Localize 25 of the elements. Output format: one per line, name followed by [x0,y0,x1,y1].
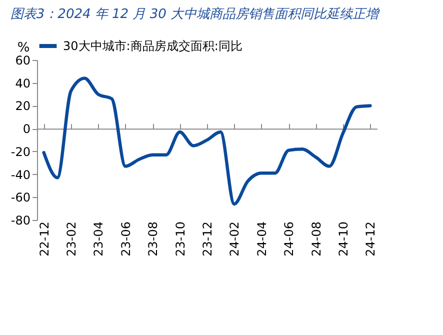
x-tick-label: 24-10 [336,222,350,256]
x-tick-label: 23-10 [173,222,188,256]
line-series [42,76,372,206]
legend-label: 30大中城市:商品房成交面积:同比 [63,39,242,53]
x-tick-label: 24-04 [254,222,269,256]
y-tick-label: -80 [10,214,30,228]
chart-title: 图表3：2024 年 12 月 30 大中城商品房销售面积同比延续正增 [10,6,380,22]
x-tick-label: 23-06 [118,222,133,256]
y-tick-label: 40 [15,76,30,90]
y-tick-label: 60 [15,54,30,68]
y-tick-label: -60 [10,190,30,205]
y-axis-title: % [17,40,30,56]
y-tick-label: -20 [10,144,30,159]
x-tick-label: 24-08 [309,222,324,256]
x-tick-label: 23-02 [64,222,78,256]
x-tick-label: 24-02 [228,222,242,256]
y-tick-label: 20 [15,99,30,114]
x-tick-label: 24-06 [282,222,296,256]
x-tick-label: 23-08 [146,222,160,256]
y-tick-label: 0 [22,122,30,136]
x-tick-label: 22-12 [37,222,52,256]
x-tick-label: 23-12 [200,222,214,256]
x-tick-label: 23-04 [92,222,106,256]
x-tick-label: 24-12 [364,222,378,256]
y-tick-label: -40 [10,168,30,182]
